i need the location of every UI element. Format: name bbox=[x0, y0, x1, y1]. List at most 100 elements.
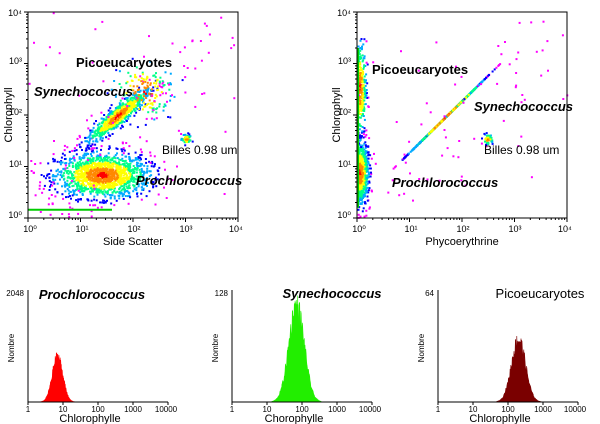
cytogram-point bbox=[116, 114, 119, 117]
cytogram-point bbox=[107, 148, 110, 150]
cytogram-point bbox=[92, 178, 94, 181]
cytogram-point bbox=[404, 161, 407, 164]
cytogram-point bbox=[124, 195, 127, 197]
cytogram-point bbox=[363, 193, 366, 196]
cytogram-point bbox=[365, 191, 368, 194]
cytogram-point bbox=[28, 82, 31, 85]
annotation-billes: Billes 0.98 um bbox=[162, 143, 237, 157]
cytogram-point bbox=[487, 134, 490, 137]
cytogram-point bbox=[362, 197, 364, 199]
cytogram-point bbox=[124, 190, 127, 193]
cytogram-point bbox=[154, 97, 157, 99]
cytogram-point bbox=[122, 152, 125, 155]
cytogram-point bbox=[136, 108, 139, 111]
cytogram-point bbox=[133, 114, 136, 117]
cytogram-point bbox=[80, 190, 83, 193]
cytogram-point bbox=[360, 194, 363, 196]
cytogram-point bbox=[111, 175, 113, 178]
cytogram-point bbox=[96, 154, 99, 157]
cytogram-point bbox=[182, 134, 185, 136]
cytogram-point bbox=[363, 191, 366, 194]
cytogram-point bbox=[77, 212, 80, 215]
cytogram-point bbox=[169, 95, 172, 97]
cytogram-point bbox=[120, 148, 123, 151]
cytogram-point bbox=[362, 154, 365, 157]
cytogram-point bbox=[52, 181, 55, 184]
cytogram-point bbox=[362, 92, 364, 95]
cytogram-point bbox=[98, 156, 101, 159]
cytogram-point bbox=[362, 161, 364, 164]
cytogram-point bbox=[123, 108, 126, 111]
cytogram-point bbox=[231, 36, 234, 39]
cytogram-point bbox=[367, 162, 370, 165]
cytogram-point bbox=[126, 105, 129, 107]
cytogram-point bbox=[77, 177, 79, 180]
cytogram-point bbox=[363, 171, 366, 174]
cytogram-point bbox=[75, 153, 78, 156]
cytogram-point bbox=[113, 189, 116, 192]
cytogram-point bbox=[143, 179, 146, 182]
cytogram-point bbox=[361, 73, 363, 76]
cytogram-point bbox=[361, 100, 364, 103]
histogram-title: Prochlorococcus bbox=[39, 287, 145, 302]
cytogram-point bbox=[117, 172, 120, 175]
cytogram-point bbox=[116, 112, 119, 115]
cytogram-point bbox=[102, 176, 105, 179]
cytogram-point bbox=[104, 127, 107, 130]
cytogram-point bbox=[361, 54, 364, 57]
cytogram-point bbox=[65, 162, 68, 164]
cytogram-point bbox=[136, 99, 139, 102]
cytogram-point bbox=[48, 197, 51, 200]
cytogram-point bbox=[79, 176, 82, 179]
cytogram-point bbox=[485, 76, 487, 79]
cytogram-point bbox=[109, 175, 112, 178]
cytogram-point bbox=[49, 185, 51, 188]
cytogram-point bbox=[83, 175, 86, 178]
cytogram-point bbox=[89, 157, 92, 160]
cytogram-point bbox=[179, 51, 182, 54]
cytogram-point bbox=[488, 134, 491, 137]
cytogram-point bbox=[133, 96, 136, 99]
cytogram-point bbox=[142, 93, 145, 96]
cytogram-point bbox=[186, 67, 189, 69]
cytogram-point bbox=[363, 55, 366, 58]
cytogram-point bbox=[99, 134, 101, 136]
cytogram-point bbox=[360, 202, 363, 205]
cytogram-point bbox=[80, 176, 83, 179]
cytogram-point bbox=[360, 179, 363, 182]
cytogram-point bbox=[93, 166, 95, 169]
cytogram-point bbox=[145, 161, 148, 164]
cytogram-point bbox=[360, 187, 363, 190]
cytogram-point bbox=[106, 129, 109, 132]
cytogram-point bbox=[78, 198, 81, 201]
cytogram-point bbox=[80, 162, 83, 165]
cytogram-point bbox=[58, 52, 61, 55]
cytogram-point bbox=[84, 140, 87, 143]
cytogram-point bbox=[158, 166, 161, 169]
cytogram-point bbox=[68, 182, 71, 185]
cytogram-point bbox=[163, 103, 166, 106]
cytogram-point bbox=[87, 157, 90, 160]
cytogram-point bbox=[103, 114, 106, 116]
cytogram-point bbox=[483, 132, 486, 135]
cytogram-point bbox=[142, 175, 145, 178]
cytogram-point bbox=[127, 152, 130, 155]
cytogram-point bbox=[105, 158, 108, 161]
cytogram-point bbox=[364, 103, 367, 106]
cytogram-point bbox=[66, 179, 69, 182]
cytogram-point bbox=[102, 178, 105, 181]
cytogram-point bbox=[105, 167, 108, 170]
cytogram-point bbox=[387, 191, 390, 194]
cytogram-point bbox=[358, 63, 361, 66]
annotation-billes: Billes 0.98 um bbox=[484, 143, 559, 157]
cytogram-point bbox=[186, 136, 189, 139]
cytogram-point bbox=[148, 78, 151, 81]
cytogram-point bbox=[130, 112, 132, 115]
cytogram-point bbox=[362, 133, 365, 136]
cytogram-point bbox=[146, 85, 149, 88]
cytogram-point bbox=[363, 92, 366, 95]
cytogram-point bbox=[151, 107, 154, 110]
y-tick-label: 10⁴ bbox=[337, 8, 351, 18]
cytogram-point bbox=[64, 164, 67, 167]
cytogram-point bbox=[87, 199, 90, 202]
